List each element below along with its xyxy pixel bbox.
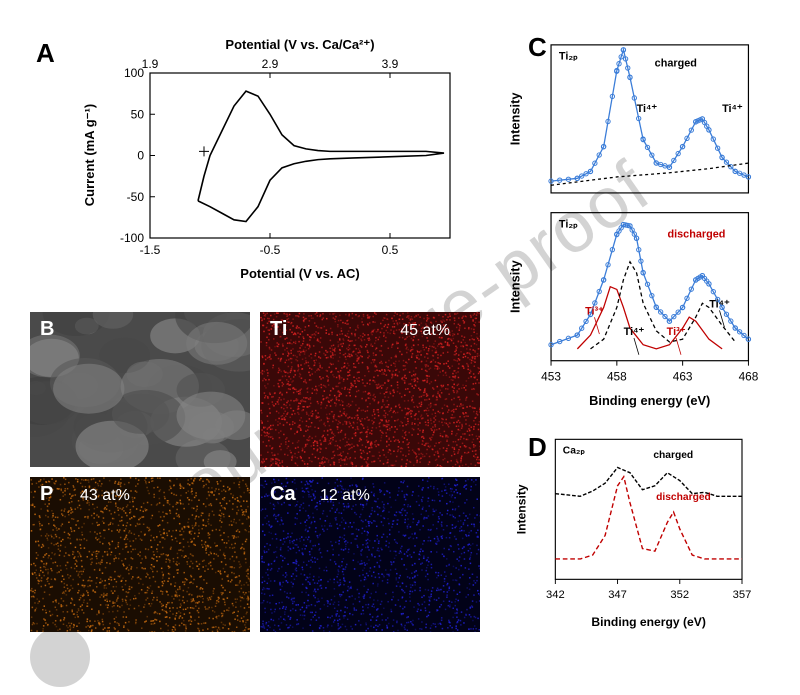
svg-text:-0.5: -0.5	[260, 243, 281, 257]
panel-a: Potential (V vs. Ca/Ca²⁺) 1.9 2.9 3.9 -1.5…	[30, 35, 490, 285]
xpsD-ylabel: Intensity	[514, 484, 528, 534]
xps-c-svg: Intensity Ti₂ₚ charged Ti⁴⁺Ti⁴⁺ Intensit…	[500, 35, 760, 415]
xps-d-svg: Intensity Ca₂ₚ charged discharged 342347…	[500, 430, 760, 640]
xpsC-box-charged	[551, 45, 748, 193]
panel-label-b: B	[40, 318, 54, 341]
xpsD-discharged-label: discharged	[656, 492, 711, 503]
p-texture	[30, 477, 250, 632]
charged-label: charged	[655, 58, 697, 70]
ti-map: Ti 45 at%	[260, 312, 480, 467]
cv-curve	[198, 91, 444, 221]
ti2p-label-1: Ti₂ₚ	[559, 51, 578, 63]
xpsC-ylabel-1: Intensity	[507, 92, 522, 146]
svg-text:100: 100	[124, 66, 144, 80]
ca2p-label: Ca₂ₚ	[563, 445, 585, 456]
svg-text:-1.5: -1.5	[140, 243, 161, 257]
panel-b: B Ti 45 at% P 43 at% Ca 12 at%	[30, 312, 490, 642]
map-row-2: P 43 at% Ca 12 at%	[30, 477, 490, 632]
xpsD-charged-label: charged	[653, 450, 693, 461]
xpsC-xlabel: Binding energy (eV)	[589, 393, 710, 408]
svg-text:2.9: 2.9	[262, 57, 279, 71]
svg-text:1.9: 1.9	[142, 57, 159, 71]
xpsC-xticks: 453458463468	[541, 361, 759, 384]
sem-map: B	[30, 312, 250, 467]
svg-text:3.9: 3.9	[382, 57, 399, 71]
ti-label: Ti	[270, 318, 287, 341]
svg-text:0: 0	[137, 149, 144, 163]
start-marker	[199, 146, 209, 156]
bottom-axis-label: Potential (V vs. AC)	[240, 266, 359, 281]
p-map: P 43 at%	[30, 477, 250, 632]
p-pct: 43 at%	[80, 487, 130, 505]
svg-text:0.5: 0.5	[382, 243, 399, 257]
ca-pct: 12 at%	[320, 487, 370, 505]
svg-text:-50: -50	[127, 190, 145, 204]
ti2p-label-2: Ti₂ₚ	[559, 218, 578, 230]
cv-svg: Potential (V vs. Ca/Ca²⁺) 1.9 2.9 3.9 -1.5…	[70, 35, 490, 285]
ti-pct: 45 at%	[400, 322, 450, 340]
figure-container: Journal Pre-proof A C D Potential (V vs.…	[0, 0, 800, 695]
discharged-label: discharged	[668, 228, 726, 240]
y-axis-label: Current (mA g⁻¹)	[82, 104, 97, 206]
svg-text:50: 50	[131, 107, 145, 121]
xpsD-xticks: 342347352357	[546, 579, 751, 601]
xpsC-charged-curves: Ti⁴⁺Ti⁴⁺	[549, 48, 751, 186]
sem-texture	[30, 312, 250, 467]
xpsC-ylabel-2: Intensity	[507, 259, 522, 313]
top-axis-label: Potential (V vs. Ca/Ca²⁺)	[225, 37, 374, 52]
svg-text:-100: -100	[120, 231, 144, 245]
p-label: P	[40, 483, 53, 506]
map-row-1: B Ti 45 at%	[30, 312, 490, 467]
ca-map: Ca 12 at%	[260, 477, 480, 632]
cv-plot: Potential (V vs. Ca/Ca²⁺) 1.9 2.9 3.9 -1.5…	[70, 35, 490, 285]
xpsC-discharged-curves: Ti³⁺Ti⁴⁺Ti³⁺Ti⁴⁺	[549, 222, 751, 354]
xpsD-xlabel: Binding energy (eV)	[591, 615, 706, 629]
panel-c: Intensity Ti₂ₚ charged Ti⁴⁺Ti⁴⁺ Intensit…	[500, 35, 760, 645]
bottom-ticks: -1.5 -0.5 0.5	[140, 233, 399, 257]
ca-label: Ca	[270, 483, 296, 506]
xpsD-curves	[555, 468, 742, 559]
top-ticks: 1.9 2.9 3.9	[142, 57, 399, 78]
